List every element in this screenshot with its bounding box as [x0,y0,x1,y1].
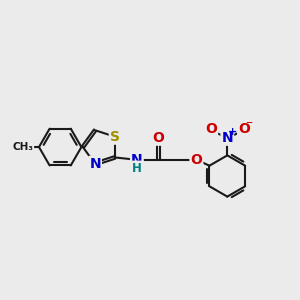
Text: ⁻: ⁻ [245,118,253,132]
Text: O: O [190,153,202,167]
Text: O: O [152,131,164,145]
Text: +: + [228,128,237,137]
Text: O: O [205,122,217,136]
Text: N: N [221,131,233,145]
Text: S: S [110,130,120,144]
Text: CH₃: CH₃ [12,142,33,152]
Text: N: N [89,157,101,171]
Text: N: N [131,153,143,167]
Text: H: H [132,161,142,175]
Text: O: O [238,122,250,136]
